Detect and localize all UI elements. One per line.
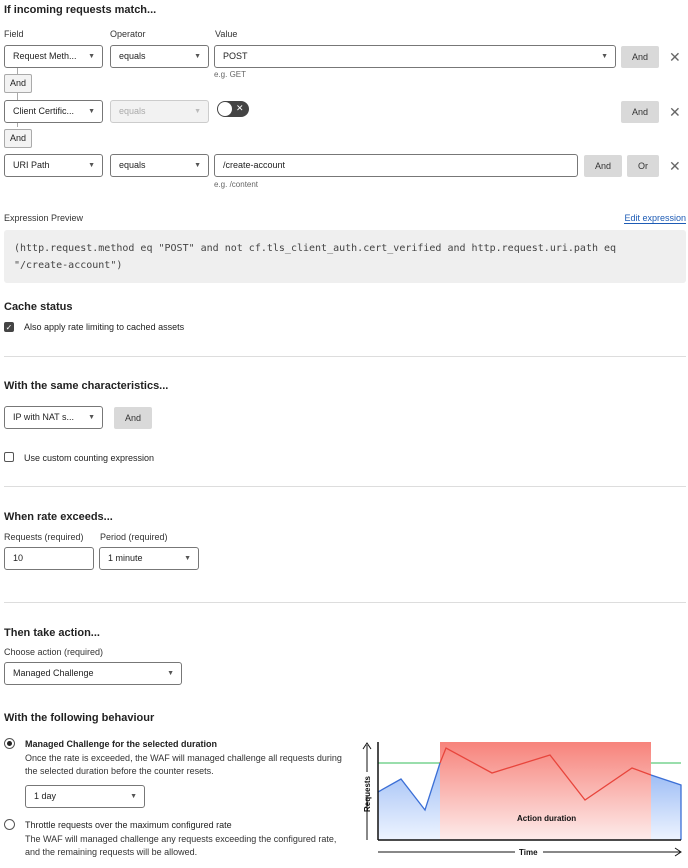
and-connector-2[interactable]: And [4,129,32,148]
action-duration-region [440,742,651,840]
action-select[interactable]: Managed Challenge ▼ [4,662,182,685]
field-value: Client Certific... [13,106,75,116]
choose-action-label: Choose action (required) [4,647,104,657]
operator-value: equals [119,106,146,116]
certificate-toggle[interactable]: ✕ [217,101,249,117]
x-axis-label: Time [519,848,538,857]
characteristic-value: IP with NAT s... [13,412,75,422]
field-value: Request Meth... [13,51,77,61]
period-value: 1 minute [108,553,143,563]
period-label: Period (required) [100,532,168,542]
expression-preview: (http.request.method eq "POST" and not c… [4,230,686,283]
value-text: POST [223,51,248,61]
rate-limit-diagram: Requests Time Action duration [362,742,682,857]
characteristic-select[interactable]: IP with NAT s... ▼ [4,406,103,429]
chevron-down-icon: ▼ [194,108,201,115]
chevron-down-icon: ▼ [167,670,174,677]
x-arrowhead [674,847,682,857]
operator-column-label: Operator [110,29,146,39]
chevron-down-icon: ▼ [88,162,95,169]
divider [4,486,686,487]
close-icon[interactable]: ✕ [669,104,681,120]
duration-radio[interactable] [4,738,15,749]
value-hint-3: e.g. /content [214,180,259,189]
toggle-knob [218,102,232,116]
expression-preview-label: Expression Preview [4,213,84,223]
value-column-label: Value [215,29,238,39]
chevron-down-icon: ▼ [601,53,608,60]
field-select-2[interactable]: Client Certific... ▼ [4,100,103,123]
duration-option-title: Managed Challenge for the selected durat… [25,739,218,749]
and-button-3[interactable]: And [584,155,622,177]
blue-area-right [651,775,681,840]
custom-expression-checkbox[interactable] [4,452,14,462]
action-value: Managed Challenge [13,668,94,678]
region-label: Action duration [517,814,576,823]
and-button-1[interactable]: And [621,46,659,68]
blue-area [378,763,440,840]
field-column-label: Field [4,29,24,39]
edit-expression-link[interactable]: Edit expression [624,213,686,224]
divider [4,356,686,357]
requests-label: Requests (required) [4,532,84,542]
operator-value: equals [119,160,146,170]
requests-input[interactable]: 10 [4,547,94,570]
or-button-3[interactable]: Or [627,155,659,177]
connector-line [17,67,18,127]
action-heading: Then take action... [4,627,100,639]
field-select-3[interactable]: URI Path ▼ [4,154,103,177]
close-icon[interactable]: ✕ [669,49,681,65]
period-select[interactable]: 1 minute ▼ [99,547,199,570]
operator-select-3[interactable]: equals ▼ [110,154,209,177]
and-connector-1[interactable]: And [4,74,32,93]
chevron-down-icon: ▼ [88,108,95,115]
chevron-down-icon: ▼ [194,53,201,60]
throttle-radio[interactable] [4,819,15,830]
blue-line [377,762,441,812]
divider [4,602,686,603]
chevron-down-icon: ▼ [194,162,201,169]
value-hint-1: e.g. GET [214,70,247,79]
throttle-option-desc: The WAF will managed challenge any reque… [25,834,337,857]
duration-option-desc: Once the rate is exceeded, the WAF will … [25,753,342,776]
blue-line-right [650,774,682,840]
y-arrowhead [362,742,372,750]
cache-heading: Cache status [4,301,73,313]
operator-select-2: equals ▼ [110,100,209,123]
x-icon: ✕ [236,103,244,113]
throttle-option-title: Throttle requests over the maximum confi… [25,820,232,830]
field-value: URI Path [13,160,50,170]
chevron-down-icon: ▼ [130,793,137,800]
y-axis-label: Requests [363,775,372,812]
red-line [439,747,652,801]
duration-select[interactable]: 1 day ▼ [25,785,145,808]
characteristic-and-button[interactable]: And [114,407,152,429]
behaviour-heading: With the following behaviour [4,712,155,724]
rate-heading: When rate exceeds... [4,511,113,523]
cache-checkbox-label: Also apply rate limiting to cached asset… [24,322,185,332]
characteristics-heading: With the same characteristics... [4,380,169,392]
cache-checkbox[interactable]: ✓ [4,322,14,332]
operator-select-1[interactable]: equals ▼ [110,45,209,68]
chevron-down-icon: ▼ [184,555,191,562]
value-input-3[interactable]: /create-account [214,154,578,177]
duration-value: 1 day [34,791,57,801]
match-heading: If incoming requests match... [4,4,157,16]
chevron-down-icon: ▼ [88,414,95,421]
close-icon[interactable]: ✕ [669,158,681,174]
custom-expression-label: Use custom counting expression [24,453,155,463]
and-button-2[interactable]: And [621,101,659,123]
operator-value: equals [119,51,146,61]
value-select-1[interactable]: POST ▼ [214,45,616,68]
chevron-down-icon: ▼ [88,53,95,60]
field-select-1[interactable]: Request Meth... ▼ [4,45,103,68]
